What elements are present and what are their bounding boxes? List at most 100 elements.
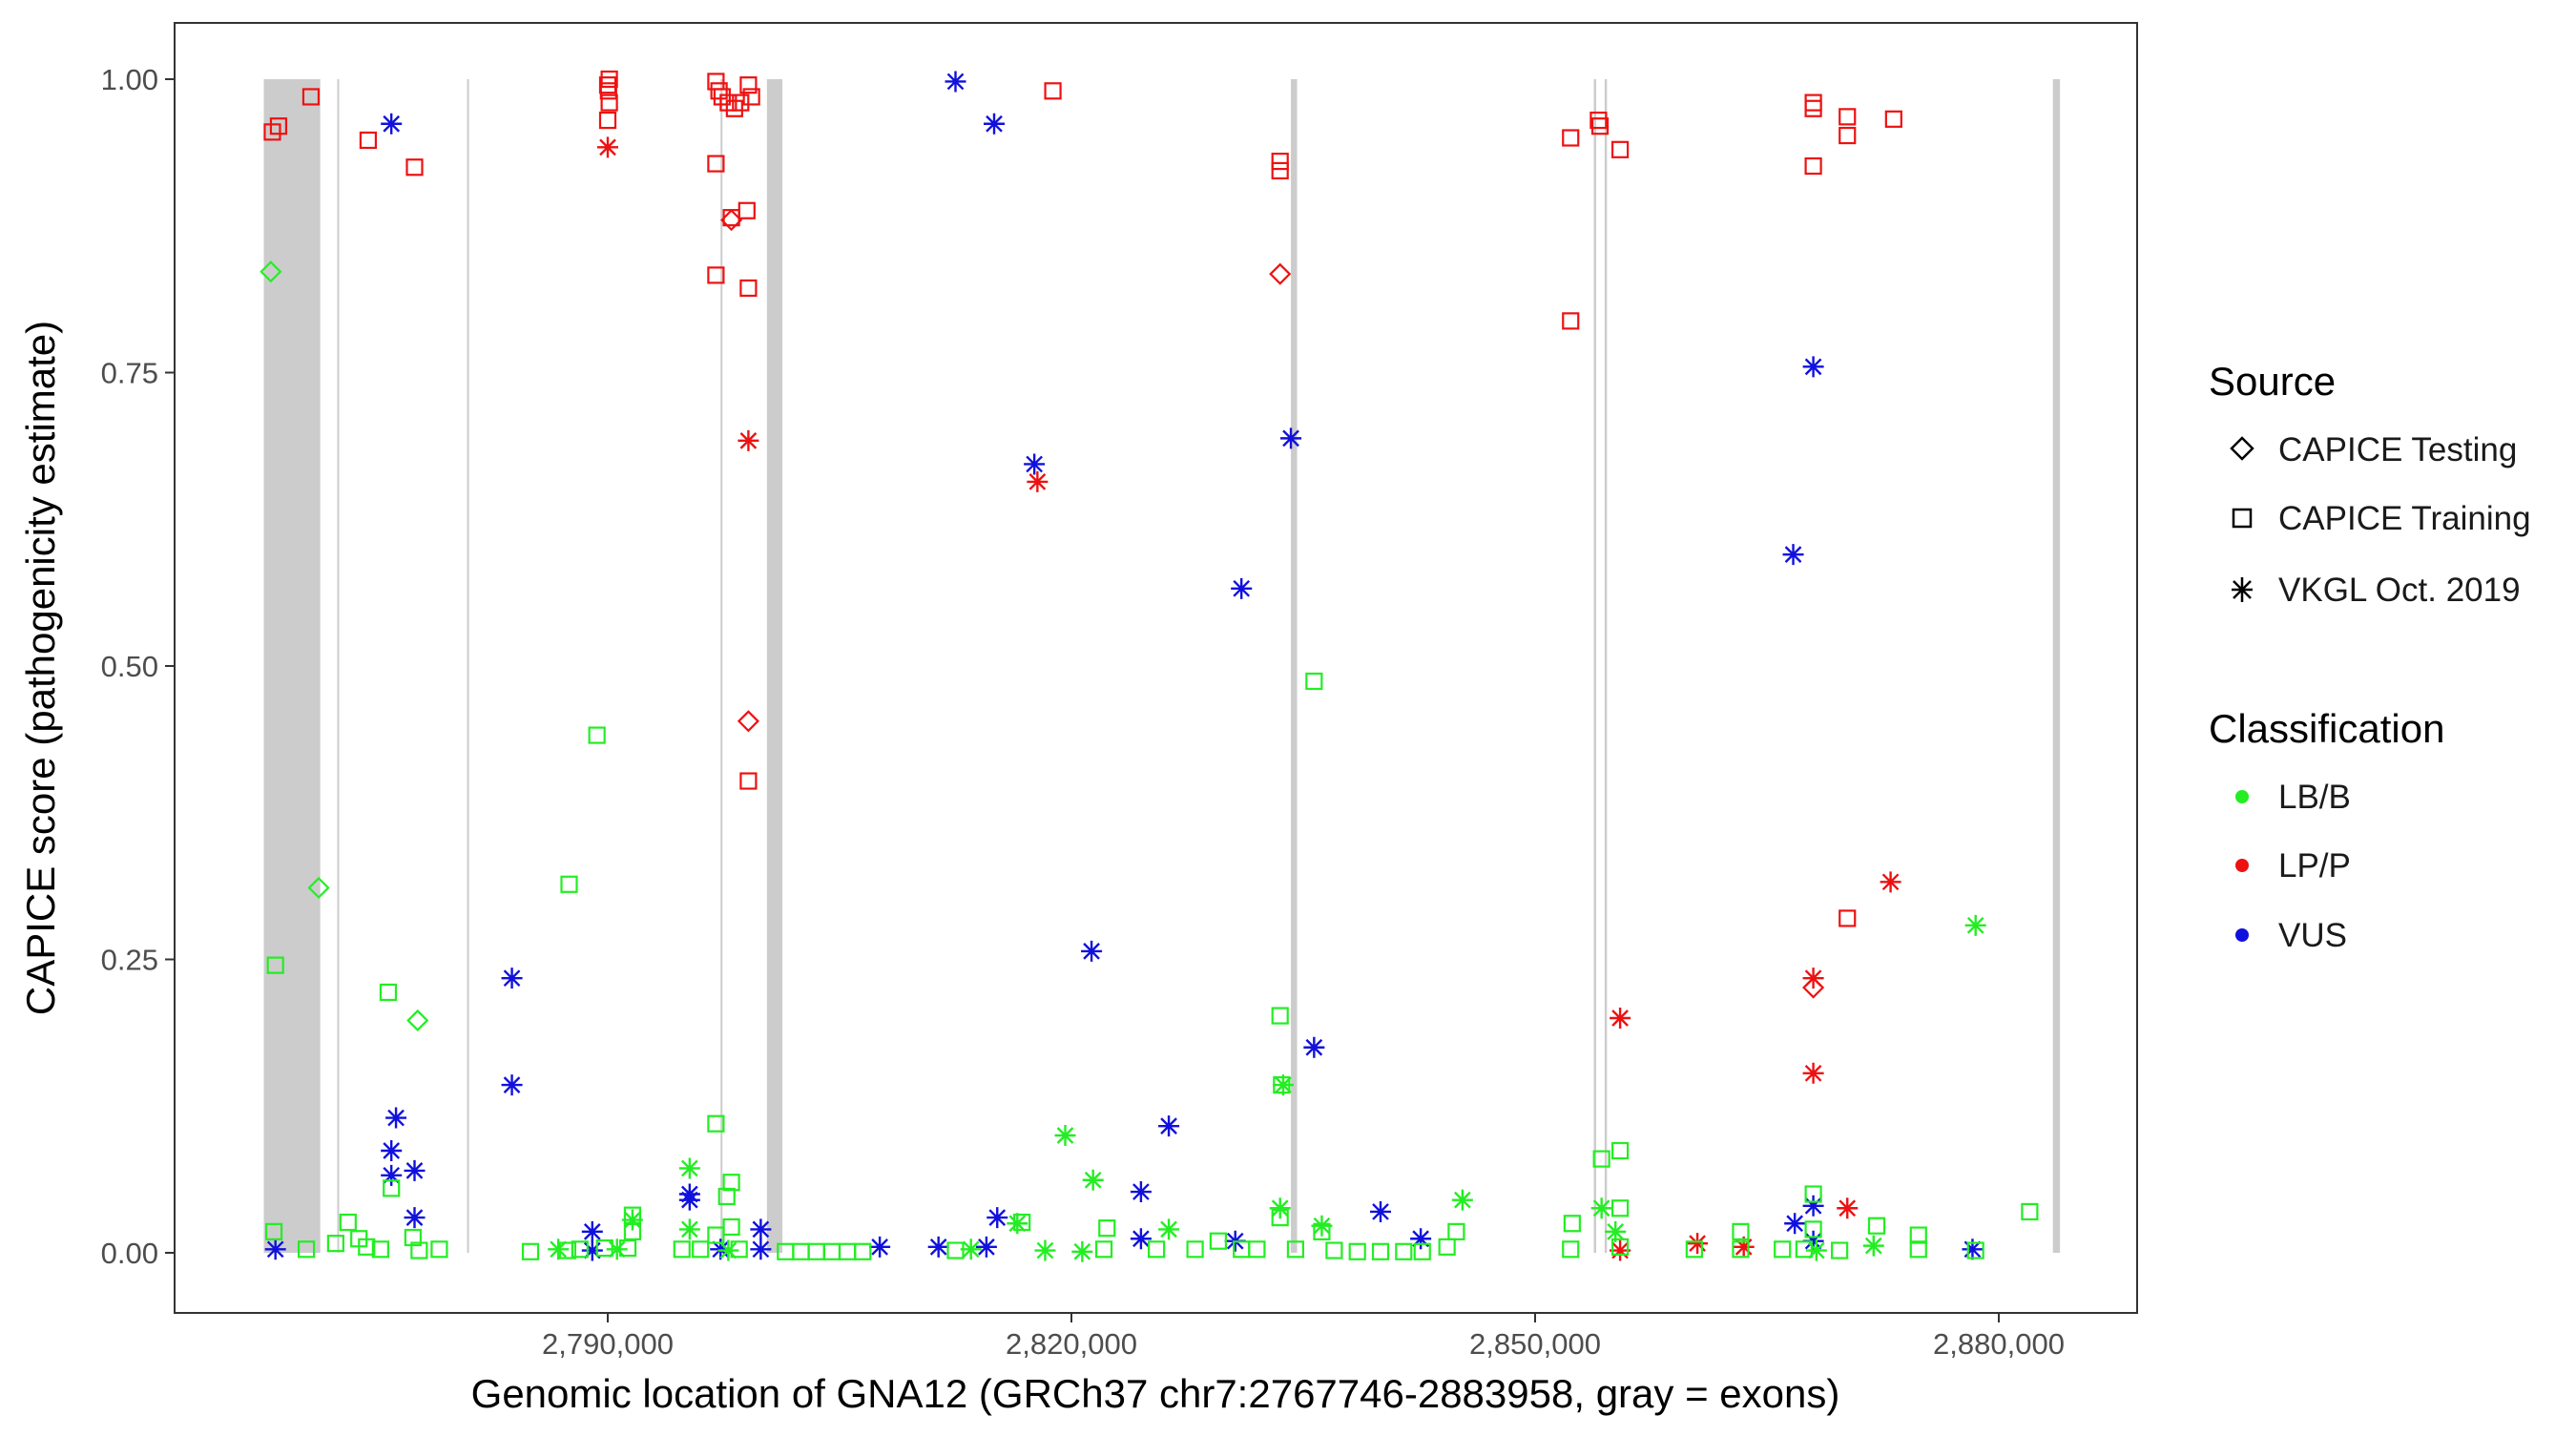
point-square (707, 155, 725, 173)
exon-band (467, 79, 469, 1253)
point-diamond (737, 710, 759, 733)
point-diamond (307, 876, 330, 900)
exon-band (2052, 79, 2061, 1253)
point-square (1909, 1240, 1927, 1259)
point-square (1348, 1242, 1366, 1260)
legend-class-label: LB/B (2278, 779, 2351, 816)
point-asterisk (1802, 1195, 1824, 1217)
point-square (1831, 1241, 1849, 1259)
point-asterisk (1071, 1240, 1093, 1262)
point-square (358, 1238, 376, 1256)
point-asterisk (1231, 577, 1253, 599)
point-asterisk (1272, 1074, 1294, 1096)
point-asterisk (1590, 1197, 1612, 1219)
point-square (739, 76, 758, 94)
point-square (1804, 1185, 1822, 1203)
point-square (1286, 1240, 1305, 1259)
point-square (732, 94, 750, 112)
point-square (600, 94, 618, 112)
point-square (1044, 82, 1062, 100)
exon-layer (263, 79, 2061, 1253)
point-diamond (260, 260, 282, 283)
point-asterisk (750, 1238, 772, 1260)
point-asterisk (404, 1159, 426, 1181)
point-square (1884, 110, 1902, 128)
point-square (946, 1241, 965, 1259)
point-asterisk (1610, 1239, 1631, 1261)
point-square (1839, 126, 1857, 145)
point-asterisk (581, 1239, 603, 1261)
point-asterisk (1837, 1197, 1859, 1219)
legend-class-item-lbb: LB/B (2235, 779, 2351, 816)
point-asterisk (710, 1238, 732, 1260)
point-square (1248, 1240, 1266, 1259)
point-square (1325, 1241, 1343, 1259)
point-square (1774, 1240, 1792, 1259)
exon-band (766, 79, 783, 1253)
point-square (383, 1179, 401, 1197)
point-square (599, 82, 617, 100)
point-square (1610, 1199, 1630, 1217)
point-asterisk (621, 1209, 643, 1231)
legend-dot-icon (2235, 859, 2249, 872)
point-asterisk (750, 1218, 772, 1240)
point-square (1447, 1222, 1465, 1240)
legend-class-item-vus: VUS (2235, 917, 2347, 954)
point-square (301, 88, 321, 106)
point-square (1013, 1213, 1031, 1232)
point-asterisk (1024, 453, 1046, 475)
point-square (404, 1228, 422, 1247)
point-asterisk (1862, 1235, 1884, 1257)
point-square (739, 279, 758, 298)
point-asterisk (1158, 1218, 1180, 1240)
point-asterisk (404, 1207, 426, 1229)
point-asterisk (737, 429, 759, 451)
x-tick-label: 2,850,000 (1469, 1327, 1601, 1361)
point-square (410, 1241, 428, 1259)
y-tick-label: 0.75 (101, 357, 158, 390)
point-asterisk (1962, 1238, 1984, 1260)
point-square (1562, 1240, 1580, 1259)
legend-class-item-lpp: LP/P (2235, 847, 2351, 884)
exon-band (337, 79, 340, 1253)
point-asterisk (1081, 940, 1103, 962)
point-square (730, 1240, 748, 1259)
point-square (737, 201, 756, 219)
point-asterisk (869, 1236, 891, 1258)
point-square (722, 1174, 740, 1192)
legend-source-item-vkgl: VKGL Oct. 2019 (2232, 572, 2521, 609)
point-square (521, 1242, 540, 1260)
point-square (1839, 108, 1857, 126)
point-asterisk (581, 1220, 603, 1242)
x-axis-label: Genomic location of GNA12 (GRCh37 chr7:2… (471, 1371, 1840, 1416)
point-asterisk (1784, 1213, 1806, 1235)
point-square (1804, 99, 1822, 117)
y-axis-label: CAPICE score (pathogenicity estimate) (18, 321, 63, 1015)
point-square (1839, 909, 1857, 927)
point-asterisk (1805, 1239, 1827, 1261)
point-asterisk (927, 1236, 949, 1258)
point-square (1732, 1222, 1750, 1240)
legend-source-label: CAPICE Testing (2278, 431, 2517, 468)
point-square (595, 1238, 613, 1258)
point-asterisk (501, 1074, 523, 1096)
legend-asterisk-icon (2232, 577, 2253, 602)
point-square (1209, 1232, 1228, 1250)
point-asterisk (385, 1107, 407, 1129)
point-square (266, 956, 284, 974)
point-asterisk (606, 1238, 628, 1260)
point-square (264, 1222, 283, 1240)
point-square (2021, 1202, 2039, 1221)
point-square (1313, 1222, 1331, 1240)
point-asterisk (1370, 1200, 1391, 1222)
exon-band (1593, 79, 1596, 1253)
point-square (707, 266, 725, 284)
x-axis: 2,790,000 2,820,000 2,850,000 2,880,000 (542, 1313, 2065, 1361)
point-square (558, 1241, 576, 1259)
point-asterisk (1802, 356, 1824, 378)
point-square (739, 772, 758, 790)
point-square (1305, 672, 1323, 691)
point-diamond (1269, 262, 1292, 285)
legend-class-label: VUS (2278, 917, 2347, 954)
